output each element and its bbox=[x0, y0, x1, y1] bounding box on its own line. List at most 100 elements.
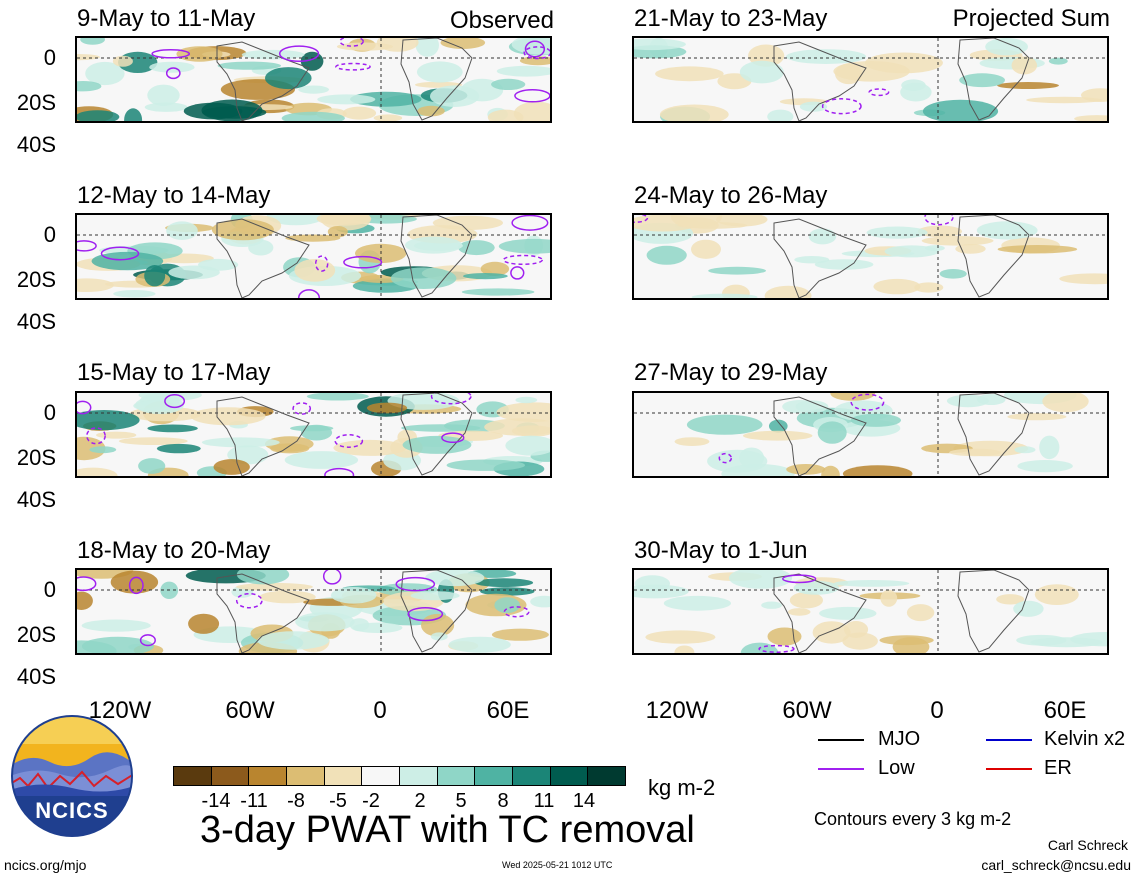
pwat-anomaly-blob bbox=[769, 419, 788, 433]
pwat-anomaly-blob bbox=[793, 580, 840, 595]
colorbar-tick: 5 bbox=[455, 790, 467, 812]
pwat-anomaly-blob bbox=[900, 82, 932, 102]
low-contour bbox=[821, 98, 862, 115]
pwat-anomaly-blob bbox=[366, 402, 408, 414]
pwat-anomaly-blob bbox=[168, 265, 220, 280]
pwat-anomaly-blob bbox=[430, 85, 480, 107]
y-tick-label: 20S bbox=[16, 445, 56, 470]
africa-outline bbox=[957, 393, 1030, 476]
low-contour bbox=[334, 434, 364, 448]
pwat-anomaly-blob bbox=[416, 61, 463, 83]
panel-title: 15-May to 17-May bbox=[77, 359, 271, 386]
pwat-anomaly-blob bbox=[814, 259, 874, 270]
pwat-anomaly-blob bbox=[873, 278, 921, 295]
pwat-anomaly-blob bbox=[89, 446, 117, 454]
pwat-anomaly-blob bbox=[515, 396, 538, 404]
pwat-anomaly-blob bbox=[906, 604, 935, 622]
pwat-anomaly-blob bbox=[686, 414, 763, 435]
pwat-anomaly-blob bbox=[480, 261, 510, 276]
low-contour bbox=[77, 576, 97, 592]
pwat-anomaly-blob bbox=[166, 221, 198, 240]
pwat-map bbox=[634, 38, 1107, 121]
pwat-anomaly-blob bbox=[739, 60, 784, 84]
pwat-anomaly-blob bbox=[77, 278, 114, 292]
pwat-anomaly-blob bbox=[333, 439, 407, 456]
pwat-anomaly-blob bbox=[977, 394, 1006, 405]
pwat-anomaly-blob bbox=[799, 101, 828, 112]
pwat-anomaly-blob bbox=[425, 570, 485, 587]
pwat-anomaly-blob bbox=[645, 630, 716, 644]
colorbar-cell bbox=[513, 767, 551, 785]
low-contour bbox=[510, 266, 525, 280]
pwat-anomaly-blob bbox=[266, 215, 325, 226]
africa-outline bbox=[957, 38, 1030, 121]
pwat-anomaly-blob bbox=[842, 632, 878, 650]
pwat-anomaly-blob bbox=[217, 61, 281, 70]
pwat-anomaly-blob bbox=[1074, 115, 1107, 121]
pwat-anomaly-blob bbox=[201, 99, 263, 121]
pwat-anomaly-blob bbox=[922, 99, 999, 121]
low-contour bbox=[758, 644, 795, 653]
pwat-anomaly-blob bbox=[743, 430, 813, 441]
pwat-anomaly-blob bbox=[914, 282, 944, 293]
pwat-anomaly-blob bbox=[767, 627, 802, 646]
panel-tag: Projected Sum bbox=[952, 5, 1110, 32]
pwat-anomaly-blob bbox=[976, 221, 1038, 240]
pwat-anomaly-blob bbox=[659, 104, 729, 121]
low-contour bbox=[718, 452, 733, 464]
map-panel bbox=[75, 36, 552, 123]
low-contour bbox=[164, 394, 186, 409]
x-tick-label: 60E bbox=[1043, 697, 1087, 724]
pwat-anomaly-blob bbox=[1013, 600, 1044, 617]
low-contour bbox=[634, 215, 649, 224]
pwat-anomaly-blob bbox=[259, 590, 316, 604]
africa-outline bbox=[400, 570, 473, 653]
legend-kelvin-label: Kelvin x2 bbox=[1044, 728, 1126, 750]
map-panel bbox=[75, 568, 552, 655]
low-contour bbox=[407, 606, 444, 622]
low-contour bbox=[278, 45, 320, 63]
low-contour bbox=[128, 576, 144, 595]
colorbar-tick: -5 bbox=[329, 790, 347, 812]
pwat-anomaly-blob bbox=[298, 85, 329, 94]
pwat-anomaly-blob bbox=[850, 413, 901, 427]
pwat-anomaly-blob bbox=[496, 65, 550, 77]
low-contour bbox=[395, 576, 436, 592]
low-contour bbox=[292, 402, 312, 415]
pwat-anomaly-blob bbox=[124, 108, 143, 121]
low-contour bbox=[324, 467, 355, 476]
pwat-anomaly-blob bbox=[691, 239, 721, 259]
pwat-anomaly-blob bbox=[842, 465, 913, 476]
pwat-anomaly-blob bbox=[674, 645, 695, 653]
colorbar-cell bbox=[588, 767, 626, 785]
pwat-anomaly-blob bbox=[1017, 460, 1073, 473]
colorbar-cell bbox=[324, 767, 363, 785]
pwat-anomaly-blob bbox=[448, 636, 511, 653]
pwat-anomaly-blob bbox=[77, 54, 100, 61]
pwat-anomaly-blob bbox=[352, 622, 403, 633]
low-line-swatch bbox=[818, 768, 864, 770]
pwat-anomaly-blob bbox=[317, 94, 376, 105]
footer-author: Carl Schreck bbox=[1047, 837, 1128, 853]
low-contour bbox=[165, 67, 181, 80]
pwat-anomaly-blob bbox=[707, 449, 768, 473]
pwat-anomaly-blob bbox=[786, 464, 826, 475]
pwat-anomaly-blob bbox=[1026, 96, 1103, 104]
low-contour bbox=[139, 634, 156, 647]
pwat-anomaly-blob bbox=[1016, 634, 1067, 646]
pwat-anomaly-blob bbox=[285, 234, 341, 242]
y-tick-label: 0 bbox=[43, 222, 56, 247]
colorbar-tick: -2 bbox=[362, 790, 380, 812]
pwat-anomaly-blob bbox=[1014, 446, 1036, 454]
pwat-anomaly-blob bbox=[342, 106, 377, 120]
x-tick-label: 0 bbox=[373, 697, 387, 724]
pwat-anomaly-blob bbox=[461, 288, 535, 296]
pwat-anomaly-blob bbox=[634, 38, 686, 51]
x-tick-label: 60W bbox=[782, 697, 832, 724]
pwat-anomaly-blob bbox=[997, 245, 1078, 254]
pwat-anomaly-blob bbox=[761, 601, 782, 609]
pwat-anomaly-blob bbox=[996, 594, 1025, 605]
pwat-anomaly-blob bbox=[505, 435, 550, 456]
pwat-anomaly-blob bbox=[1042, 393, 1089, 413]
pwat-anomaly-blob bbox=[864, 52, 943, 74]
